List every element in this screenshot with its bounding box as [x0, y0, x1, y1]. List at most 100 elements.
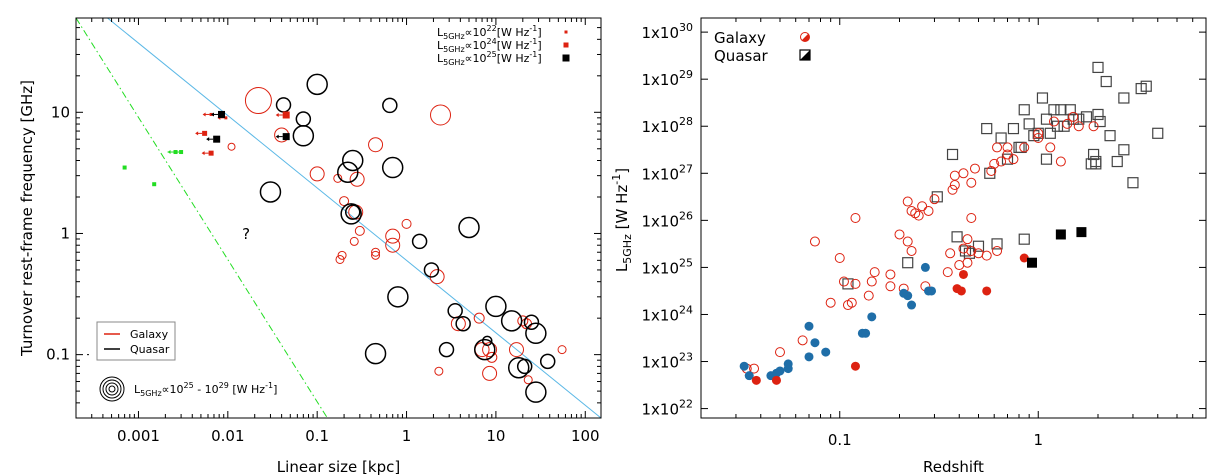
quasar-circle [500, 310, 523, 332]
galaxy-open-circle [992, 245, 1003, 256]
green-arrow-head [167, 150, 171, 155]
blue-filled-circle [907, 300, 917, 310]
quasar-circle [292, 125, 315, 147]
quasar-open-square [1058, 120, 1070, 132]
galaxy-open-circle [1019, 142, 1030, 153]
quasar-circle [473, 338, 496, 361]
galaxy-open-circle [1045, 142, 1056, 153]
galaxy-open-circle [850, 278, 861, 289]
galaxy-open-circle [850, 213, 861, 223]
legend-galaxy-label: Galaxy [130, 328, 169, 341]
galaxy-open-circle [966, 177, 977, 188]
quasar-open-square [1018, 104, 1030, 116]
galaxy-open-circle [838, 276, 849, 287]
galaxy-circle [473, 312, 485, 324]
galaxy-open-circle [863, 290, 874, 301]
blue-filled-circle [861, 328, 871, 338]
quasar-open-square [902, 257, 914, 269]
blue-filled-circle [927, 286, 937, 296]
quasar-open-square [995, 132, 1007, 144]
galaxy-circle [523, 375, 533, 385]
quasar-circle [364, 342, 387, 365]
quasar-open-square [1094, 115, 1106, 128]
legend-luminosity-squares: L5GHz∝1022[W Hz-1]L5GHz∝1024[W Hz-1]L5GH… [437, 24, 570, 67]
galaxy-circle [244, 87, 272, 115]
blue-filled-circle [810, 338, 820, 348]
quasar-circle [516, 358, 533, 375]
blue-filled-circle [783, 359, 793, 369]
galaxy-filled-circle [958, 269, 968, 279]
quasar-circle [295, 111, 312, 127]
quasar-circle [507, 356, 530, 379]
legend-class: Galaxy Quasar [96, 321, 176, 361]
quasar-open-square [959, 245, 972, 257]
galaxy-open-circle [947, 184, 958, 195]
galaxy-open-circle [992, 142, 1003, 153]
galaxy-upper-limit-square [208, 150, 214, 156]
quasar-open-square [1036, 92, 1049, 104]
x-tick-label: 0.001 [117, 427, 160, 445]
galaxy-circle [368, 137, 384, 153]
quasar-open-square [946, 148, 959, 161]
legend-luminosity-label: L5GHz∝1024[W Hz-1] [437, 37, 542, 54]
legend-luminosity-ring [99, 376, 125, 402]
quasar-open-square [1152, 127, 1164, 139]
quasar-open-square [1090, 158, 1102, 170]
x-tick-label: 0.1 [305, 427, 329, 445]
legend-luminosity-square [564, 30, 568, 34]
galaxy-open-circle [846, 297, 857, 308]
quasar-circle [341, 149, 364, 172]
galaxy-open-circle [1055, 156, 1066, 167]
blue-fit-line [107, 18, 601, 418]
galaxy-circle [482, 365, 498, 381]
galaxy-filled-circle [751, 375, 761, 385]
legend-luminosity-ring [108, 385, 116, 393]
galaxy-filled-circle [850, 361, 860, 371]
upper-limit-arrow-head [211, 112, 215, 117]
y-tick-label: 1x1023 [641, 351, 693, 372]
quasar-circle [523, 314, 540, 331]
quasar-open-square [1092, 108, 1104, 121]
galaxy-open-circle [1033, 128, 1044, 139]
galaxy-circle [430, 104, 452, 126]
galaxy-open-circle [929, 194, 940, 205]
y-tick-label: 1x1027 [641, 162, 693, 183]
x-tick-label: 10 [486, 427, 505, 445]
x-axis-label: Redshift [923, 458, 984, 476]
galaxy-open-circle [834, 253, 845, 263]
green-point [122, 165, 127, 170]
galaxy-circle [349, 236, 359, 246]
quasar-circle [438, 341, 455, 358]
quasar-open-square [1127, 177, 1139, 189]
y-tick-label: 1x1028 [641, 115, 693, 136]
galaxy-circle [371, 247, 381, 257]
quasar-circle [423, 262, 440, 278]
galaxy-open-circle [1088, 121, 1099, 132]
x-tick-label: 1 [402, 427, 412, 445]
galaxy-upper-limit-square [202, 130, 208, 136]
question-mark: ? [242, 225, 250, 243]
quasar-open-square [1100, 75, 1112, 88]
y-tick-label: 1x1022 [641, 398, 693, 419]
quasar-circle [485, 295, 507, 318]
legend-quasar-label: Quasar [714, 47, 769, 65]
quasar-circle [539, 353, 556, 370]
galaxy-open-circle [749, 363, 760, 374]
galaxy-open-circle [923, 205, 934, 216]
quasar-open-square [984, 167, 996, 179]
legend-luminosity-label: L5GHz∝1025[W Hz-1] [437, 50, 542, 67]
galaxy-open-circle [981, 250, 992, 261]
galaxy-open-circle [902, 196, 913, 207]
quasar-circle [455, 315, 471, 332]
green-point [152, 182, 157, 187]
quasar-circle [411, 233, 428, 250]
x-tick-label: 100 [571, 427, 600, 445]
quasar-circle [458, 216, 480, 239]
galaxy-circle [557, 345, 567, 355]
quasar-open-square [1001, 153, 1014, 165]
galaxy-circle [401, 218, 412, 229]
galaxy-open-circle [825, 297, 836, 308]
quasar-circle [447, 303, 463, 319]
green-point [179, 150, 184, 155]
quasar-open-square [1092, 61, 1104, 74]
